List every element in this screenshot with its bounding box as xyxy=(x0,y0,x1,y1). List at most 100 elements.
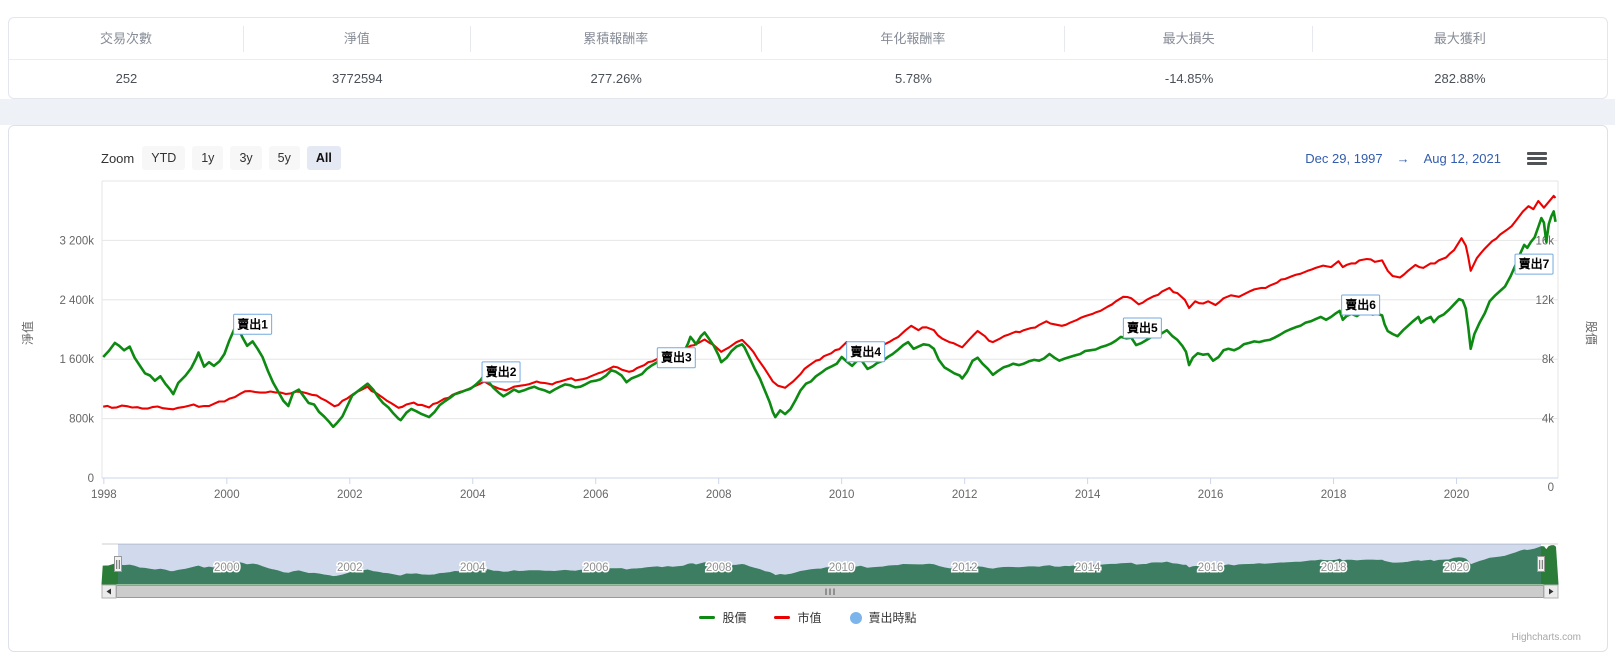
x-axis-label: 2006 xyxy=(583,489,609,501)
navigator-axis-label: 2018 xyxy=(1321,562,1347,574)
sell-annotation: 賣出7 xyxy=(1514,253,1554,275)
sell-annotation: 賣出1 xyxy=(233,313,273,335)
sell-annotation-label: 賣出2 xyxy=(485,364,517,379)
legend-item-sell-points[interactable]: 賣出時點 xyxy=(849,609,917,626)
scrollbar-right-arrow-icon xyxy=(1549,588,1554,595)
stats-value-trades: 252 xyxy=(115,71,138,86)
y-axis-left-label: 1 600k xyxy=(59,354,94,366)
range-selector: Zoom YTD 1y 3y 5y All xyxy=(101,146,341,170)
stock-chart: 0 800k 1 600k 2 400k 3 200k 0 4k 8k 12k 16k 1998 20… xyxy=(20,180,1598,599)
y-axis-left-label: 3 200k xyxy=(59,235,94,247)
y-axis-right-title: 股價 xyxy=(1584,321,1598,345)
stats-value-annual-return: 5.78% xyxy=(894,71,932,86)
sell-annotation-box xyxy=(233,313,273,335)
x-axis-label: 2008 xyxy=(706,489,732,501)
chart-legend: 股價 市值 賣出時點 xyxy=(9,609,1607,626)
stats-value-max-loss: -14.85% xyxy=(1164,71,1214,86)
x-axis-label: 2016 xyxy=(1198,489,1224,501)
stats-value-cum-return: 277.26% xyxy=(590,71,642,86)
y-axis-right-label: 12k xyxy=(1535,295,1554,307)
price-series-line xyxy=(102,210,1557,429)
sell-annotation: 賣出5 xyxy=(1122,317,1162,339)
value-series-line xyxy=(103,194,1557,411)
range-selector-buttons: YTD 1y 3y 5y All xyxy=(142,146,341,170)
legend-line-marker xyxy=(774,616,791,619)
zoom-button-3y[interactable]: 3y xyxy=(230,146,262,170)
y-axis-right-label: 16k xyxy=(1535,235,1554,247)
x-axis-label: 2012 xyxy=(952,489,978,501)
x-axis-label: 2014 xyxy=(1075,489,1101,501)
x-axis-label: 2002 xyxy=(337,489,363,501)
scrollbar xyxy=(101,584,1559,599)
navigator-right-handle[interactable] xyxy=(1537,556,1545,572)
sell-annotation-label: 賣出5 xyxy=(1126,320,1158,335)
scrollbar-left-arrow-icon xyxy=(106,588,111,595)
sell-annotation: 賣出6 xyxy=(1341,294,1381,316)
hamburger-menu-icon[interactable] xyxy=(1527,150,1547,167)
stats-value-net-value: 3772594 xyxy=(332,71,383,86)
legend-item-price[interactable]: 股價 xyxy=(699,609,746,626)
range-start-date[interactable]: Dec 29, 1997 xyxy=(1305,150,1383,166)
sell-annotation-label: 賣出1 xyxy=(236,316,268,331)
navigator-mask[interactable] xyxy=(118,544,1541,584)
x-axis-label: 1998 xyxy=(91,489,117,501)
zoom-button-all[interactable]: All xyxy=(306,146,341,170)
highcharts-credit: Highcharts.com xyxy=(1511,632,1581,643)
zoom-button-5y[interactable]: 5y xyxy=(268,146,300,170)
sell-annotation-box xyxy=(1514,253,1554,275)
x-axis-label: 2004 xyxy=(460,489,486,501)
stats-header-max-gain: 最大獲利 xyxy=(1433,30,1486,46)
legend-circle-marker xyxy=(849,611,862,624)
chart-card: Zoom YTD 1y 3y 5y All Dec 29, 1997 → Aug 12,… xyxy=(8,125,1608,652)
stats-value-max-gain: 282.88% xyxy=(1434,71,1486,86)
stats-header-annual-return: 年化報酬率 xyxy=(762,25,1066,52)
legend-label: 股價 xyxy=(722,611,747,625)
stats-header-max-loss: 最大損失 xyxy=(1065,25,1313,52)
sell-annotation-label: 賣出6 xyxy=(1344,297,1376,312)
y-axis-left-title: 淨值 xyxy=(20,321,35,345)
x-axis-label: 2020 xyxy=(1444,489,1470,501)
chart-toolbar: Zoom YTD 1y 3y 5y All Dec 29, 1997 → Aug 12,… xyxy=(101,145,1547,171)
stats-header-cum-return: 累積報酬率 xyxy=(471,25,762,52)
x-axis-label: 2010 xyxy=(829,489,855,501)
sell-annotation-label: 賣出4 xyxy=(849,344,881,359)
y-axis-right-label: 4k xyxy=(1542,414,1554,426)
y-axis-right-label: 0 xyxy=(1548,482,1554,494)
stats-header-trades: 交易次數 xyxy=(9,25,244,52)
legend-label: 市值 xyxy=(797,611,822,625)
legend-item-value[interactable]: 市值 xyxy=(774,609,822,626)
stats-header-net-value: 淨值 xyxy=(244,25,471,52)
range-end-date[interactable]: Aug 12, 2021 xyxy=(1423,150,1501,166)
navigator-axis-label: 2010 xyxy=(829,562,855,574)
y-axis-left-label: 0 xyxy=(88,473,94,485)
sell-annotation-box xyxy=(1122,317,1162,339)
navigator-axis-label: 2014 xyxy=(1075,562,1101,574)
section-divider xyxy=(0,99,1615,125)
navigator-handle-grip xyxy=(1537,556,1545,572)
navigator-axis-label: 2008 xyxy=(706,562,732,574)
stats-header-row: 交易次數 淨值 累積報酬率 年化報酬率 最大損失 最大獲利 xyxy=(9,18,1607,60)
sell-annotation-box xyxy=(656,347,696,369)
legend-line-marker xyxy=(699,616,716,619)
y-axis-left-label: 2 400k xyxy=(59,295,94,307)
sell-annotation-label: 賣出3 xyxy=(660,350,692,365)
navigator-axis-label: 2012 xyxy=(952,562,978,574)
zoom-button-ytd[interactable]: YTD xyxy=(142,146,186,170)
stats-table: 交易次數 淨值 累積報酬率 年化報酬率 最大損失 最大獲利 252 377259… xyxy=(8,17,1608,99)
zoom-label: Zoom xyxy=(101,150,135,166)
sell-annotation-box xyxy=(481,361,521,383)
navigator-axis-label: 2000 xyxy=(214,562,240,574)
sell-annotation: 賣出2 xyxy=(481,361,521,383)
navigator-axis-label: 2002 xyxy=(337,562,363,574)
navigator-axis-label: 2004 xyxy=(460,562,486,574)
navigator: 2000 2002 2004 2006 2008 2010 2012 2014 2016 2018… xyxy=(101,543,1559,585)
navigator-left-handle[interactable] xyxy=(114,556,122,572)
zoom-button-1y[interactable]: 1y xyxy=(192,146,224,170)
sell-annotation-box xyxy=(846,341,886,363)
range-arrow-icon: → xyxy=(1396,150,1410,166)
navigator-axis-label: 2020 xyxy=(1444,562,1470,574)
x-axis-label: 2018 xyxy=(1321,489,1347,501)
navigator-series xyxy=(101,545,1559,585)
legend-label: 賣出時點 xyxy=(868,611,917,625)
sell-annotation-label: 賣出7 xyxy=(1518,256,1550,271)
